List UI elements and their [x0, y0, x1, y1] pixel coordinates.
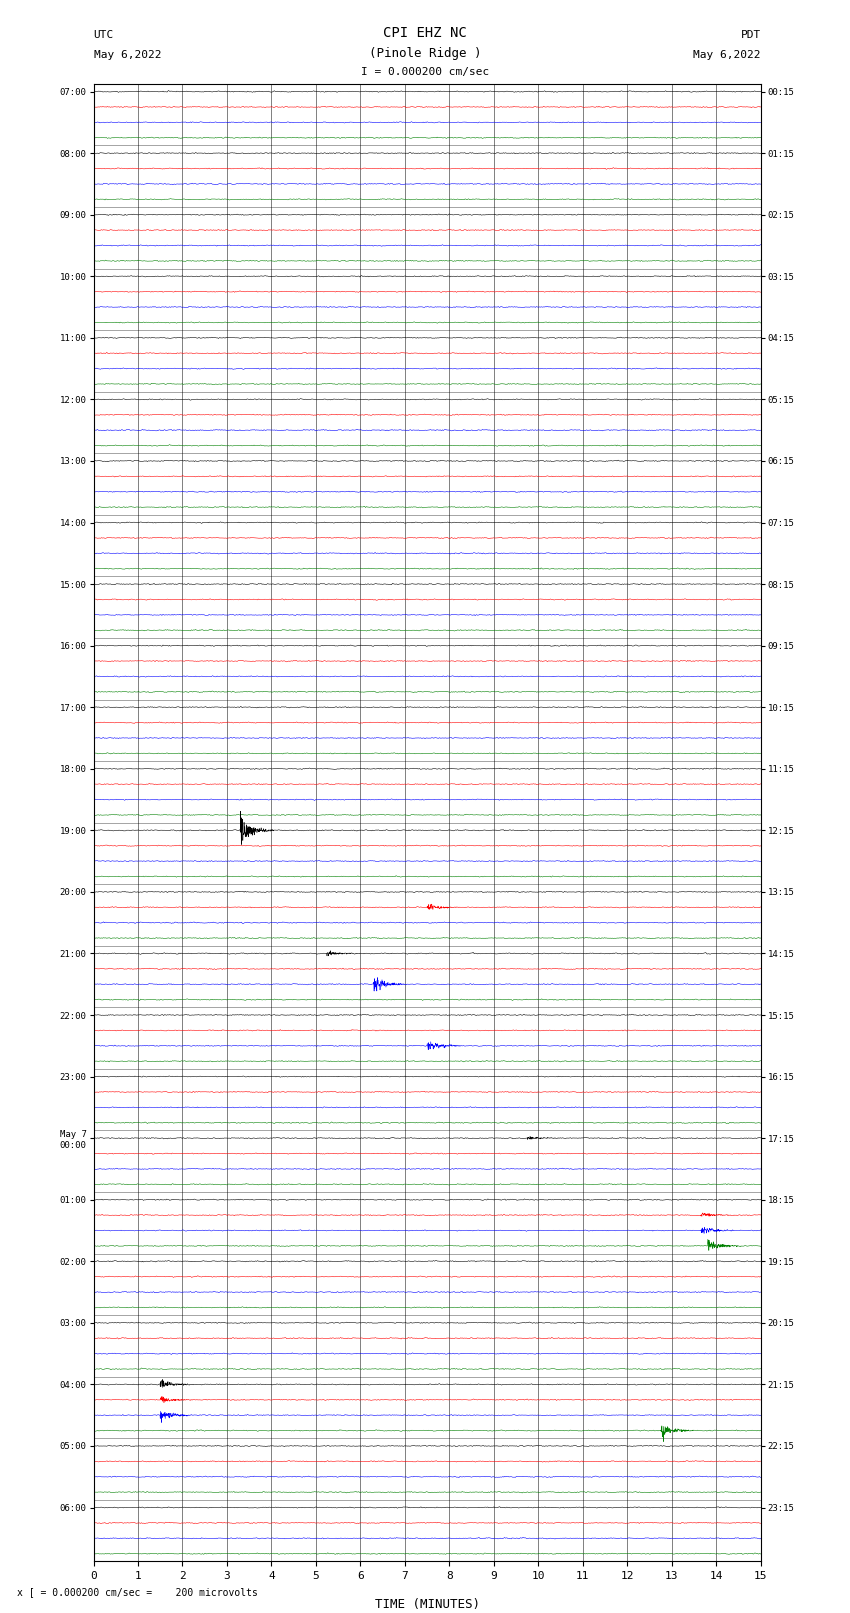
Text: UTC: UTC: [94, 31, 114, 40]
Text: (Pinole Ridge ): (Pinole Ridge ): [369, 47, 481, 60]
Text: May 6,2022: May 6,2022: [694, 50, 761, 60]
Text: May 6,2022: May 6,2022: [94, 50, 161, 60]
Text: x [ = 0.000200 cm/sec =    200 microvolts: x [ = 0.000200 cm/sec = 200 microvolts: [17, 1587, 258, 1597]
Text: PDT: PDT: [740, 31, 761, 40]
Text: I = 0.000200 cm/sec: I = 0.000200 cm/sec: [361, 68, 489, 77]
Text: CPI EHZ NC: CPI EHZ NC: [383, 26, 467, 40]
X-axis label: TIME (MINUTES): TIME (MINUTES): [375, 1598, 479, 1611]
